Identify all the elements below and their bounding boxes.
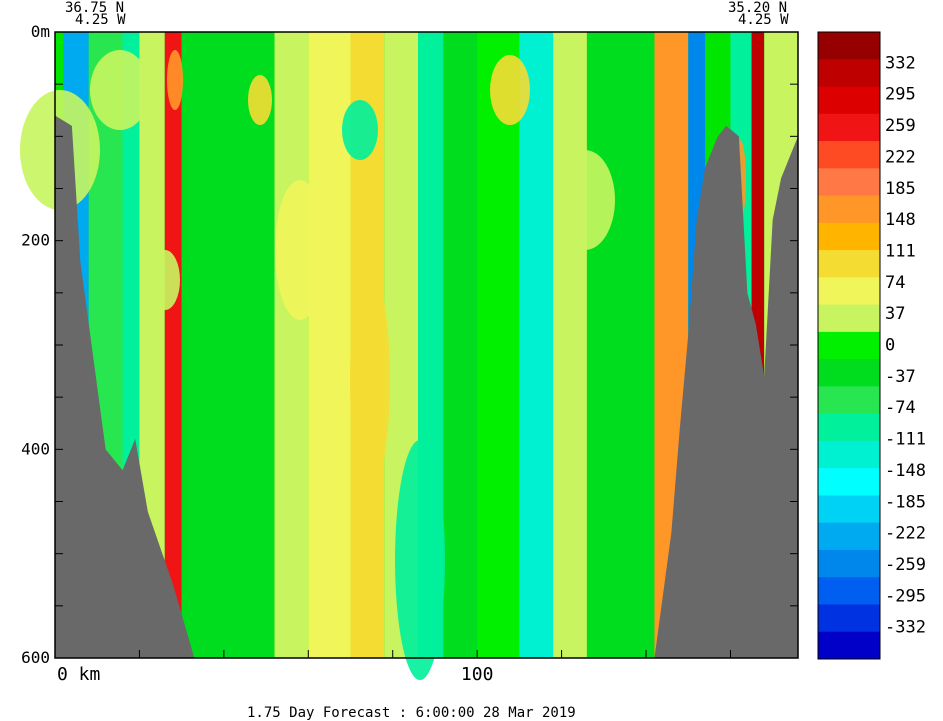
field-blob-5 bbox=[395, 440, 445, 680]
colorbar-cell-22 bbox=[818, 631, 880, 660]
colorbar-cell-15 bbox=[818, 440, 880, 469]
colorbar-cell-0 bbox=[818, 32, 880, 60]
colorbar-cell-9 bbox=[818, 277, 880, 306]
colorbar-cell-3 bbox=[818, 113, 880, 142]
colorbar-cell-1 bbox=[818, 59, 880, 88]
colorbar-label-9: 0 bbox=[885, 336, 895, 356]
plot-area: 0m 200 400 600 0 km 100 bbox=[20, 22, 799, 685]
field-blob-3 bbox=[275, 180, 325, 320]
left-lat-label: 36.75 N bbox=[65, 0, 124, 16]
header-labels: 36.75 N 4.25 W 35.20 N 4.25 W bbox=[65, 0, 789, 28]
colorbar-label-6: 111 bbox=[885, 241, 916, 261]
colorbar-cell-14 bbox=[818, 413, 880, 442]
colorbar-cell-21 bbox=[818, 604, 880, 633]
y-ticks: 0m 200 400 600 bbox=[21, 22, 798, 667]
right-lon-label: 4.25 W bbox=[738, 12, 789, 28]
field-band-4 bbox=[164, 32, 182, 658]
colorbar-cell-11 bbox=[818, 331, 880, 360]
colorbar-label-13: -148 bbox=[885, 461, 926, 481]
x-tick-label-1: 100 bbox=[461, 664, 494, 685]
colorbar-label-2: 259 bbox=[885, 116, 916, 136]
field-band-16 bbox=[586, 32, 655, 658]
field-band-15 bbox=[553, 32, 587, 658]
field-blob-8 bbox=[342, 100, 378, 160]
colorbar-cell-2 bbox=[818, 86, 880, 115]
field-blob-7 bbox=[555, 150, 615, 250]
field-blob-4 bbox=[350, 270, 390, 490]
colorbar-label-15: -222 bbox=[885, 524, 926, 544]
field-blobs bbox=[20, 50, 746, 680]
field-blob-10 bbox=[167, 50, 183, 110]
colorbar-label-12: -111 bbox=[885, 430, 926, 450]
field-blob-9 bbox=[248, 75, 272, 125]
field-band-14 bbox=[519, 32, 554, 658]
y-tick-label-2: 400 bbox=[21, 439, 50, 458]
colorbar-cell-6 bbox=[818, 195, 880, 224]
colorbar-label-14: -185 bbox=[885, 492, 926, 512]
colorbar-cell-5 bbox=[818, 168, 880, 197]
colorbar-label-8: 37 bbox=[885, 304, 905, 324]
colorbar-label-5: 148 bbox=[885, 210, 916, 230]
colorbar-label-3: 222 bbox=[885, 147, 916, 167]
forecast-caption: 1.75 Day Forecast : 6:00:00 28 Mar 2019 bbox=[247, 705, 576, 721]
colorbar-cell-8 bbox=[818, 250, 880, 278]
colorbar-label-16: -259 bbox=[885, 555, 926, 575]
colorbar-cell-4 bbox=[818, 141, 880, 169]
field-blob-6 bbox=[490, 55, 530, 125]
field-band-12 bbox=[443, 32, 478, 658]
field-band-7 bbox=[274, 32, 309, 658]
field-band-6 bbox=[215, 32, 275, 658]
colorbar-label-4: 185 bbox=[885, 179, 916, 199]
colorbar-cell-18 bbox=[818, 522, 880, 551]
colorbar-cell-19 bbox=[818, 549, 880, 578]
colorbar-label-7: 74 bbox=[885, 273, 905, 293]
colorbar-label-0: 332 bbox=[885, 53, 916, 73]
colorbar-label-10: -37 bbox=[885, 367, 916, 387]
colorbar-cell-10 bbox=[818, 304, 880, 333]
colorbar-cell-17 bbox=[818, 495, 880, 524]
field-band-5 bbox=[181, 32, 216, 658]
colorbar-label-11: -74 bbox=[885, 398, 916, 418]
colorbar-cell-7 bbox=[818, 222, 880, 251]
colorbar-frame bbox=[817, 31, 881, 660]
y-tick-label-0: 0m bbox=[31, 22, 50, 41]
colorbar-label-17: -295 bbox=[885, 586, 926, 606]
bathymetry-left bbox=[55, 115, 195, 658]
right-lat-label: 35.20 N bbox=[728, 0, 787, 16]
colorbar-labels: 332 295 259 222 185 148 111 74 37 0 -37 -74 -111 -148… bbox=[885, 53, 926, 637]
y-tick-label-1: 200 bbox=[21, 231, 50, 250]
bathymetry-right bbox=[654, 125, 798, 658]
colorbar-cell-20 bbox=[818, 577, 880, 605]
x-ticks: 0 km 100 bbox=[57, 650, 731, 685]
colorbar: 332 295 259 222 185 148 111 74 37 0 -37 -74 -111 -148… bbox=[817, 31, 926, 660]
colorbar-label-18: -332 bbox=[885, 618, 926, 638]
colorbar-label-1: 295 bbox=[885, 85, 916, 105]
colorbar-cell-12 bbox=[818, 359, 880, 387]
field-blob-2 bbox=[150, 250, 180, 310]
colorbar-cell-13 bbox=[818, 386, 880, 415]
colorbar-cell-16 bbox=[818, 468, 880, 496]
left-lon-label: 4.25 W bbox=[75, 12, 126, 28]
field-band-13 bbox=[477, 32, 520, 658]
y-tick-label-3: 600 bbox=[21, 648, 50, 667]
colorbar-cells bbox=[818, 32, 880, 660]
field-blob-1 bbox=[90, 50, 150, 130]
x-tick-label-0: 0 km bbox=[57, 664, 100, 685]
